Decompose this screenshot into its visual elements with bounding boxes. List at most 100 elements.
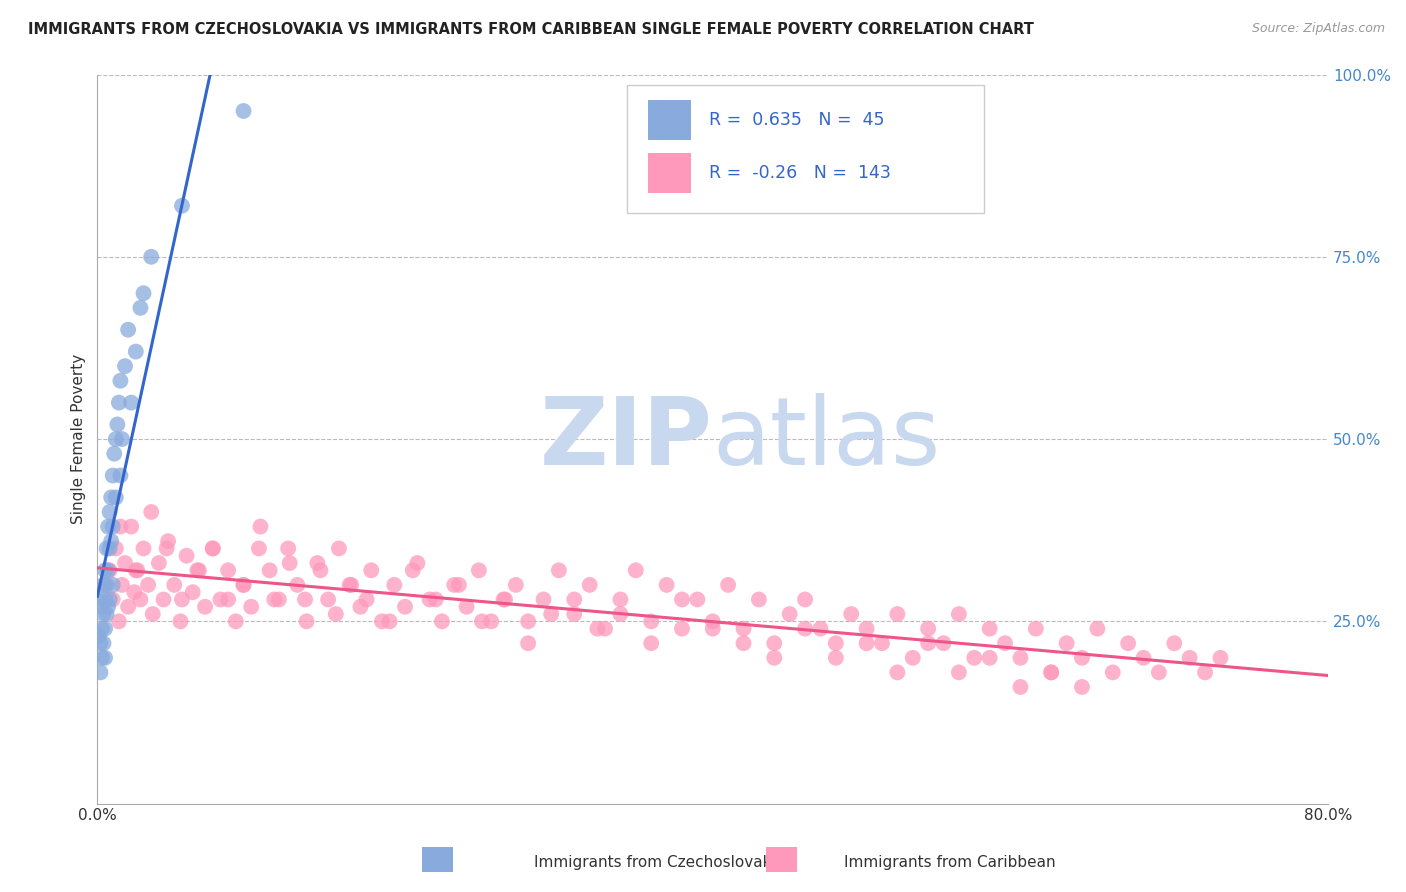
Point (994, 636, 1017, 650)
Point (328, 541, 350, 556)
Bar (648, 153, 690, 193)
Point (91, 599, 114, 614)
Point (267, 592, 290, 607)
Point (104, 541, 127, 556)
Point (609, 607, 631, 621)
Point (855, 636, 877, 650)
Point (655, 578, 678, 592)
Point (124, 585, 146, 599)
Point (114, 556, 136, 570)
Point (93, 607, 115, 621)
Point (157, 534, 180, 549)
Point (339, 578, 361, 592)
Point (394, 599, 416, 614)
Point (101, 468, 124, 483)
Point (148, 556, 170, 570)
Point (87, 592, 110, 607)
Text: Immigrants from Czechoslovakia: Immigrants from Czechoslovakia (534, 855, 786, 870)
Point (194, 599, 217, 614)
Point (232, 103, 254, 118)
Point (349, 599, 371, 614)
Point (578, 578, 600, 592)
Point (794, 622, 817, 636)
Point (447, 578, 470, 592)
Point (593, 622, 616, 636)
Point (855, 622, 877, 636)
Point (141, 250, 163, 264)
Point (129, 301, 152, 315)
Text: ZIP: ZIP (540, 393, 713, 485)
Point (98, 505, 121, 519)
Point (97, 563, 120, 577)
Point (170, 199, 193, 213)
Point (181, 585, 204, 599)
Point (1147, 665, 1170, 680)
Point (132, 286, 155, 301)
Point (1071, 680, 1094, 694)
Point (671, 592, 693, 607)
Point (917, 622, 939, 636)
Point (114, 359, 136, 373)
Point (733, 636, 755, 650)
Point (671, 622, 693, 636)
Point (285, 578, 308, 592)
Point (240, 599, 263, 614)
Point (402, 563, 425, 577)
Point (111, 578, 134, 592)
Point (94, 650, 117, 665)
FancyBboxPatch shape (627, 86, 984, 213)
Point (378, 615, 401, 629)
Point (96, 541, 118, 556)
Point (94, 578, 117, 592)
Point (217, 592, 239, 607)
Point (232, 578, 254, 592)
Point (702, 622, 724, 636)
Point (232, 578, 254, 592)
Text: Immigrants from Caribbean: Immigrants from Caribbean (844, 855, 1056, 870)
Point (1116, 636, 1139, 650)
Point (259, 563, 281, 577)
Point (101, 578, 124, 592)
Point (748, 592, 770, 607)
Point (479, 615, 502, 629)
Point (468, 563, 491, 577)
Point (225, 615, 247, 629)
Point (141, 505, 163, 519)
Point (152, 592, 174, 607)
Point (733, 622, 755, 636)
Point (307, 556, 329, 570)
Point (1056, 636, 1078, 650)
Point (717, 578, 740, 592)
Point (640, 615, 662, 629)
Point (562, 607, 585, 621)
Point (763, 636, 786, 650)
Point (104, 432, 127, 446)
Point (932, 636, 955, 650)
Point (810, 622, 832, 636)
Point (117, 599, 139, 614)
Point (201, 541, 224, 556)
Point (1209, 650, 1232, 665)
Point (492, 592, 515, 607)
Point (471, 615, 494, 629)
Point (340, 578, 363, 592)
Point (979, 622, 1001, 636)
Point (91, 650, 114, 665)
Point (1101, 665, 1123, 680)
Point (548, 563, 571, 577)
Point (309, 563, 332, 577)
Point (540, 607, 562, 621)
Point (517, 615, 540, 629)
Point (98, 592, 121, 607)
Point (824, 636, 846, 650)
Text: IMMIGRANTS FROM CZECHOSLOVAKIA VS IMMIGRANTS FROM CARIBBEAN SINGLE FEMALE POVERT: IMMIGRANTS FROM CZECHOSLOVAKIA VS IMMIGR… (28, 22, 1033, 37)
Point (870, 636, 893, 650)
Point (886, 665, 908, 680)
Point (97, 519, 120, 533)
Point (98, 563, 121, 577)
Point (316, 592, 339, 607)
Point (824, 650, 846, 665)
Point (356, 592, 378, 607)
Point (456, 599, 478, 614)
Point (163, 578, 186, 592)
